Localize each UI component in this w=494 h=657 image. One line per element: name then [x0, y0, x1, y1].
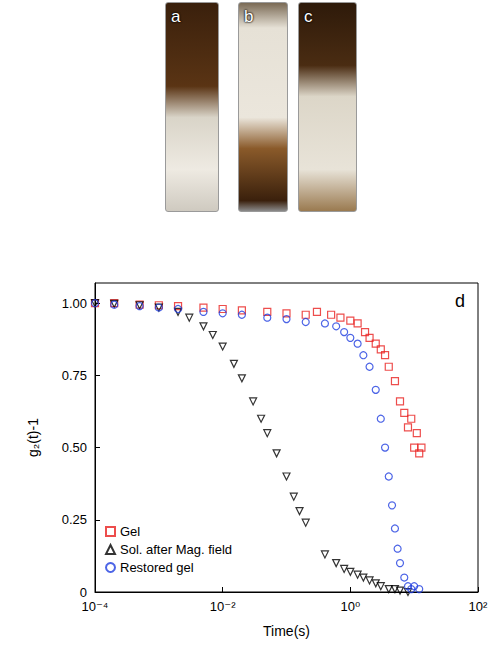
- svg-text:Time(s): Time(s): [263, 623, 310, 639]
- svg-text:0: 0: [80, 585, 87, 600]
- svg-text:Gel: Gel: [120, 524, 140, 539]
- svg-text:10²: 10²: [469, 599, 488, 614]
- svg-text:10⁻⁴: 10⁻⁴: [82, 599, 109, 614]
- svg-text:10⁻²: 10⁻²: [210, 599, 236, 614]
- html-text:c: c: [304, 7, 313, 26]
- svg-text:g₂(t)-1: g₂(t)-1: [25, 418, 41, 457]
- svg-text:Sol. after Mag. field: Sol. after Mag. field: [120, 542, 232, 557]
- svg-text:0.50: 0.50: [62, 440, 87, 455]
- html-text:b: b: [244, 7, 254, 26]
- svg-text:0.75: 0.75: [62, 368, 87, 383]
- svg-text:1.00: 1.00: [62, 296, 87, 311]
- svg-text:Restored gel: Restored gel: [120, 560, 194, 575]
- svg-text:10⁰: 10⁰: [340, 599, 360, 614]
- html-text:a: a: [171, 7, 181, 26]
- svg-text:0.25: 0.25: [62, 512, 87, 527]
- svg-text:d: d: [455, 291, 465, 311]
